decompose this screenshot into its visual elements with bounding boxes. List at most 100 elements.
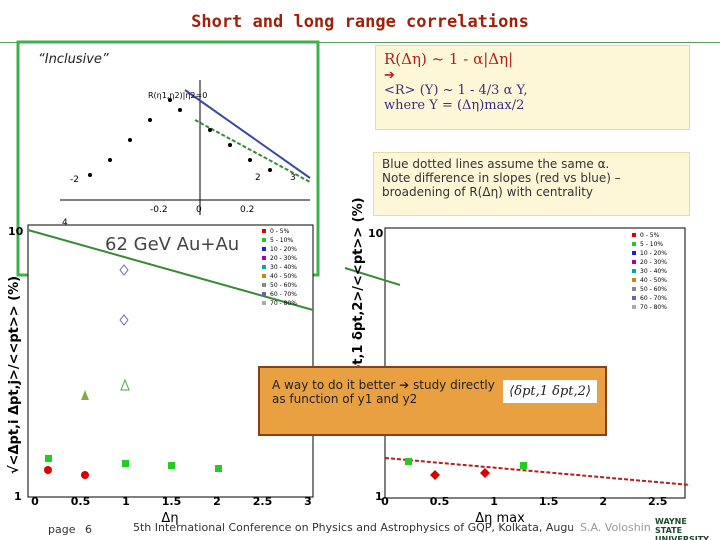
- marker: [248, 158, 252, 162]
- legend-label: 60 - 70%: [270, 291, 297, 298]
- marker: [45, 455, 52, 462]
- legend-swatch: [632, 242, 636, 246]
- x-tick: 3: [304, 495, 312, 508]
- x-tick: 2.5: [253, 495, 273, 508]
- legend-swatch: [632, 287, 636, 291]
- legend-swatch: [632, 251, 636, 255]
- logo: WAYNE STATE UNIVERSITY: [655, 517, 709, 540]
- fit-line: [384, 457, 691, 486]
- inset-tick: -2: [70, 175, 79, 185]
- x-tick: 2: [599, 495, 607, 508]
- legend-swatch: [262, 283, 266, 287]
- legend-label: 10 - 20%: [640, 250, 667, 257]
- markers: [44, 264, 527, 480]
- marker: [430, 470, 440, 480]
- legend-label: 70 - 80%: [640, 304, 667, 311]
- marker: [122, 460, 129, 467]
- x-tick: 0: [381, 495, 389, 508]
- inset-label: “Inclusive”: [38, 52, 109, 67]
- y-tick: 10: [8, 225, 24, 238]
- marker: [128, 138, 132, 142]
- legend-label: 5 - 10%: [640, 241, 663, 248]
- legend-label: 60 - 70%: [640, 295, 667, 302]
- y-axis-label: √<δpt,1 δpt,2>/<<pt>> (%): [351, 197, 366, 402]
- legend-swatch: [262, 247, 266, 251]
- fit-line: [344, 267, 401, 286]
- legend-swatch: [632, 296, 636, 300]
- legend-label: 0 - 5%: [640, 232, 660, 239]
- legend-label: 50 - 60%: [640, 286, 667, 293]
- callout: A way to do it better ➔ study directly a…: [258, 366, 607, 436]
- callout-line: A way to do it better ➔ study directly: [272, 378, 495, 392]
- conference: 5th International Conference on Physics …: [133, 521, 573, 534]
- formula: where Y = (Δη)max/2: [384, 98, 525, 113]
- slide-title: Short and long range correlations: [191, 12, 529, 32]
- legend-label: 5 - 10%: [270, 237, 293, 244]
- marker: [215, 465, 222, 472]
- inset-tick: 2: [255, 173, 261, 183]
- marker: [148, 118, 152, 122]
- legend-label: 40 - 50%: [270, 273, 297, 280]
- marker: [81, 390, 89, 400]
- marker: [520, 462, 527, 469]
- note-box: Blue dotted lines assume the same α. Not…: [373, 152, 690, 216]
- legend-swatch: [632, 233, 636, 237]
- marker: [119, 314, 129, 326]
- legend-swatch: [632, 260, 636, 264]
- formula-box: R(Δη) ~ 1 - α|Δη| ➔ <R> (Y) ~ 1 - 4/3 α …: [375, 45, 690, 130]
- fit-line: [184, 89, 311, 179]
- legend-swatch: [262, 256, 266, 260]
- marker: [81, 471, 89, 479]
- legend-label: 20 - 30%: [270, 255, 297, 262]
- plot-label: 62 GeV Au+Au: [105, 234, 239, 255]
- legend-swatch: [262, 229, 266, 233]
- right-plot: 10 1 √<δpt,1 δpt,2>/<<pt>> (%) Δη max 0 0…: [344, 197, 691, 526]
- marker: [168, 98, 172, 102]
- marker: [88, 173, 92, 177]
- x-tick: 0.5: [71, 495, 91, 508]
- callout-line: as function of y1 and y2: [272, 392, 418, 406]
- x-tick: 1: [490, 495, 498, 508]
- fit-line: [194, 119, 311, 183]
- marker: [405, 458, 412, 465]
- inset-plot: R(η1,η2)|η2=0 -0.2 0 0.2 2 3 -2 4 6: [60, 80, 311, 238]
- x-tick: 0.5: [430, 495, 450, 508]
- y-tick: 1: [14, 490, 22, 503]
- arrow: ➔: [384, 68, 395, 83]
- legend-label: 10 - 20%: [270, 246, 297, 253]
- inset-tick: 3: [290, 173, 296, 183]
- callout-formula: ⟨δpt,1 δpt,2⟩: [503, 380, 597, 403]
- note-line: Blue dotted lines assume the same α.: [382, 157, 610, 171]
- x-tick: 2: [213, 495, 221, 508]
- inset-tick: -0.2: [150, 205, 168, 215]
- marker: [480, 468, 490, 478]
- marker: [44, 466, 52, 474]
- x-tick: 1.5: [539, 495, 559, 508]
- note-line: broadening of R(Δη) with centrality: [382, 185, 593, 199]
- legend-swatch: [262, 265, 266, 269]
- formula: R(Δη) ~ 1 - α|Δη|: [384, 50, 514, 68]
- title-rule: [0, 42, 720, 43]
- inset-tick: 0.2: [240, 205, 254, 215]
- legend-swatch: [262, 274, 266, 278]
- marker: [119, 264, 129, 276]
- legend-label: 0 - 5%: [270, 228, 290, 235]
- x-tick: 0: [31, 495, 39, 508]
- legend-label: 40 - 50%: [640, 277, 667, 284]
- marker: [268, 168, 272, 172]
- y-axis-label: √<Δpt,i Δpt,j>/<<pt>> (%): [7, 276, 22, 474]
- marker: [228, 143, 232, 147]
- inset-tick: 4: [62, 218, 68, 228]
- page-label: page: [48, 523, 76, 536]
- marker: [168, 462, 175, 469]
- x-axis-label: Δη: [161, 511, 178, 526]
- legend-label: 30 - 40%: [270, 264, 297, 271]
- author: S.A. Voloshin: [580, 521, 651, 534]
- footer: page 6 5th International Conference on P…: [0, 515, 720, 540]
- fit-line: [27, 229, 314, 311]
- legend-swatch: [262, 292, 266, 296]
- y-tick: 10: [368, 227, 384, 240]
- inset-tick: 0: [196, 205, 202, 215]
- y-tick: 1: [375, 490, 383, 503]
- left-plot: 62 GeV Au+Au 10 1 √<Δpt,i Δpt,j>/<<pt>> …: [7, 224, 314, 526]
